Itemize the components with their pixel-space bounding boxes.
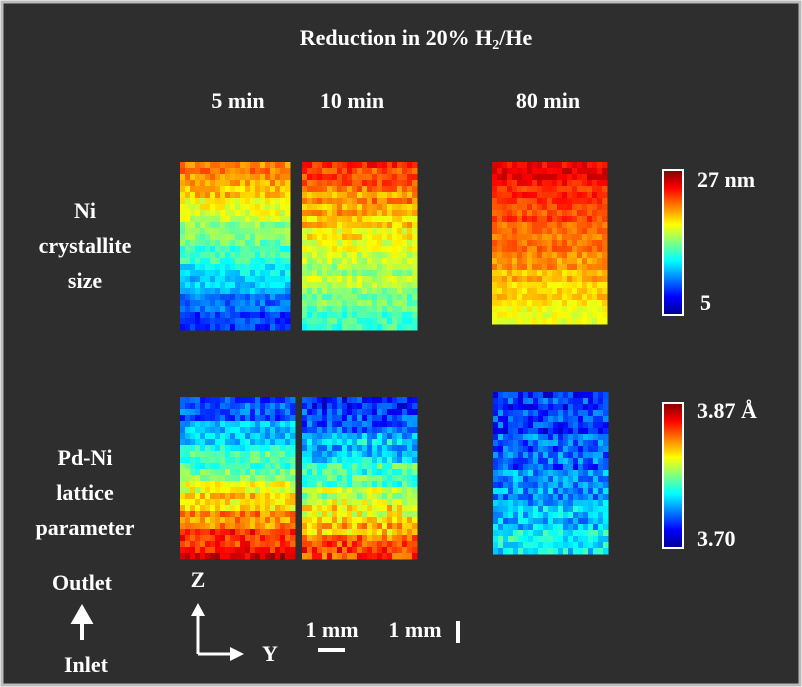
scale-bar <box>318 648 345 652</box>
title-text: /He <box>498 25 532 50</box>
colorbar-label: 3.70 <box>697 526 736 551</box>
row-label: Ni <box>74 198 96 223</box>
scale-bar-label: 1 mm <box>388 617 441 642</box>
flow-arrow <box>70 603 94 640</box>
row-label: size <box>68 268 102 293</box>
scale-bar <box>456 621 460 643</box>
figure-title: Reduction in 20% H2/He <box>300 25 533 53</box>
column-label: 80 min <box>516 88 580 113</box>
title-subscript: 2 <box>492 38 499 53</box>
colorbar-label: 27 nm <box>697 167 755 192</box>
flow-label: Inlet <box>64 652 109 677</box>
row-label: parameter <box>36 515 135 540</box>
flow-label: Outlet <box>52 570 113 595</box>
row-label: lattice <box>56 480 114 505</box>
title-text: Reduction in 20% H <box>300 25 493 50</box>
maps <box>180 162 609 560</box>
colorbar <box>662 169 684 316</box>
colorbar-label: 3.87 Å <box>697 398 757 423</box>
scale-bar-label: 1 mm <box>305 617 358 642</box>
axis-label: Z <box>191 567 206 592</box>
colorbar <box>662 402 684 549</box>
axis-label: Y <box>262 641 278 666</box>
row-label: crystallite <box>39 233 132 258</box>
axis-arrows <box>196 612 234 656</box>
colorbar-label: 5 <box>700 290 711 315</box>
column-label: 5 min <box>211 88 264 113</box>
column-label: 10 min <box>320 88 384 113</box>
axis-arrowheads <box>191 603 244 661</box>
row-label: Pd-Ni <box>58 445 113 470</box>
